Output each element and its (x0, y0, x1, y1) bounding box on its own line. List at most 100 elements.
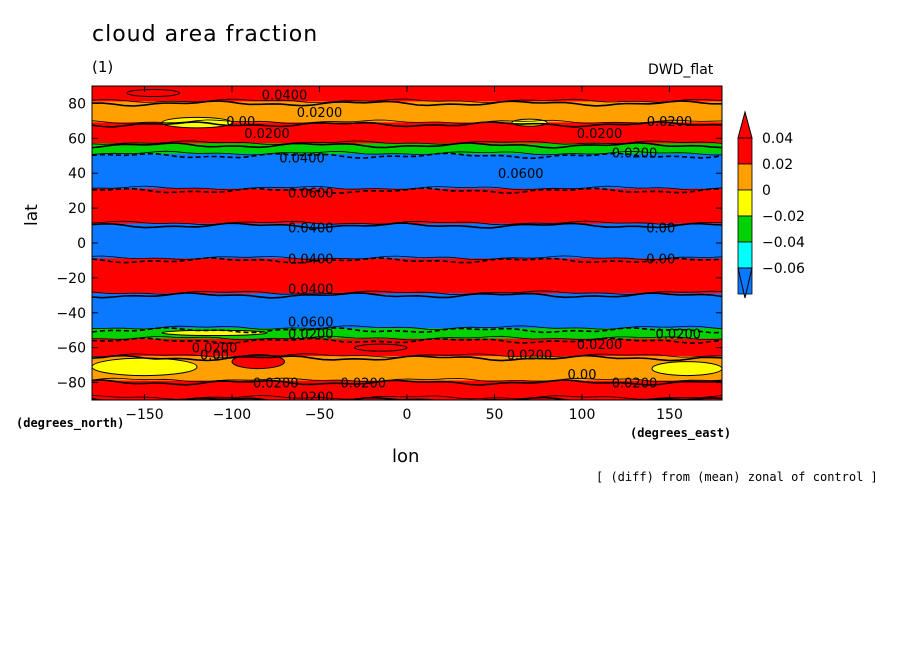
contour-line (92, 152, 722, 160)
contour-line (92, 185, 722, 191)
contour-label: 0.0200 (577, 127, 623, 142)
contour-line (92, 335, 722, 341)
contour-patch (651, 361, 722, 377)
colorbar: 0.04 0.02 0 −0.02 −0.04 −0.06 (737, 110, 805, 299)
y-tick-label: −40 (56, 306, 86, 322)
model-label: DWD_flat (648, 62, 714, 78)
contour-label: 0.0400 (288, 221, 334, 236)
contour-label: 0.0400 (288, 282, 334, 297)
y-tick-label: 0 (77, 236, 86, 252)
contour-label: 0.0600 (288, 186, 334, 201)
colorbar-segment (737, 163, 753, 191)
contour-label: 0.00 (646, 253, 675, 268)
contour-label: 0.0400 (262, 89, 308, 104)
contour-label: 0.0400 (279, 152, 325, 167)
contour-line (92, 220, 722, 226)
zonal-band (92, 86, 722, 106)
contour-line (92, 100, 722, 107)
contour-line (92, 291, 722, 299)
x-axis-label: lon (392, 446, 420, 467)
colorbar-arrow-top (737, 110, 753, 139)
contour-line (92, 119, 722, 125)
contour-label: 0.0200 (577, 338, 623, 353)
x-tick-label: 50 (486, 407, 504, 423)
contour-patch (92, 357, 198, 377)
colorbar-label: −0.02 (762, 209, 805, 225)
y-tick-label: 20 (68, 201, 86, 217)
contour-line (92, 187, 722, 194)
contour-label: 0.00 (646, 221, 675, 236)
contour-line (92, 141, 722, 149)
contour-label: 0.0200 (656, 328, 702, 343)
contour-line (92, 222, 722, 229)
zonal-band (92, 293, 722, 333)
contour-label: 0.0200 (253, 377, 299, 392)
contour-line (92, 140, 722, 146)
y-ticks: −80 −60 −40 −20 0 20 40 60 80 (56, 96, 722, 392)
y-tick-label: 40 (68, 166, 86, 182)
y-tick-label: 80 (68, 96, 86, 112)
contour-line (92, 325, 722, 330)
zonal-band (92, 356, 722, 385)
zonal-band (92, 223, 722, 263)
contour-line (92, 353, 722, 358)
contour-label: 0.0200 (507, 349, 553, 364)
y-tick-label: −60 (56, 341, 86, 357)
x-tick-label: −50 (305, 407, 335, 423)
colorbar-arrow-bottom (737, 267, 753, 299)
contour-line (92, 120, 722, 128)
chart-subtitle: (1) (92, 58, 114, 76)
colorbar-label: −0.06 (762, 261, 805, 277)
contour-line (92, 326, 722, 334)
zonal-band (92, 188, 722, 228)
contour-line (92, 337, 722, 345)
colorbar-label: 0.02 (762, 157, 793, 173)
contour-patch (126, 88, 180, 97)
colorbar-segment (737, 215, 753, 243)
contour-patch (161, 329, 268, 336)
contour-patch (354, 343, 408, 352)
contour-label: 0.0400 (288, 253, 334, 268)
contour-line (92, 255, 722, 261)
contour-lines (92, 98, 722, 400)
contour-label: 0.0200 (297, 106, 343, 121)
contour-label: 0.00 (226, 115, 255, 130)
contour-label: 0.0200 (244, 127, 290, 142)
x-tick-label: −100 (213, 407, 251, 423)
contour-label: 0.0600 (498, 167, 544, 182)
zonal-band (92, 380, 722, 400)
colorbar-segment (737, 137, 753, 165)
contour-line (92, 98, 722, 104)
contour-label: 0.0200 (647, 115, 693, 130)
x-axis-unit: (degrees_east) (630, 426, 732, 440)
contour-line (92, 379, 722, 386)
contour-label: 0.0200 (288, 328, 334, 343)
contour-line (92, 377, 722, 383)
comparison-note: [ (diff) from (mean) zonal of control ] (596, 470, 878, 484)
contour-line (92, 150, 722, 156)
contour-label: 0.0200 (612, 146, 658, 161)
contour-line (92, 290, 722, 296)
y-tick-label: 60 (68, 131, 86, 147)
zonal-band (92, 258, 722, 298)
x-ticks: −150 −100 −50 0 50 100 150 (125, 86, 683, 423)
contour-label: 0.0200 (288, 391, 334, 406)
contour-label: 0.0600 (288, 316, 334, 331)
colorbar-label: −0.04 (762, 235, 805, 251)
y-axis-unit: (degrees_north) (16, 416, 125, 430)
x-tick-label: −150 (125, 407, 163, 423)
contour-label: 0.0200 (341, 377, 387, 392)
contour-label: 0.00 (568, 368, 597, 383)
x-tick-label: 0 (403, 407, 412, 423)
contour-label: 0.0200 (612, 377, 658, 392)
x-tick-label: 100 (569, 407, 596, 423)
colorbar-label: 0.04 (762, 131, 793, 147)
colorbar-segment (737, 241, 753, 269)
colorbar-label: 0 (762, 183, 771, 199)
colorbar-segment (737, 189, 753, 217)
chart-title: cloud area fraction (92, 22, 319, 47)
contour-label: 0.0200 (192, 342, 238, 357)
contour-label: 0.00 (200, 349, 229, 364)
